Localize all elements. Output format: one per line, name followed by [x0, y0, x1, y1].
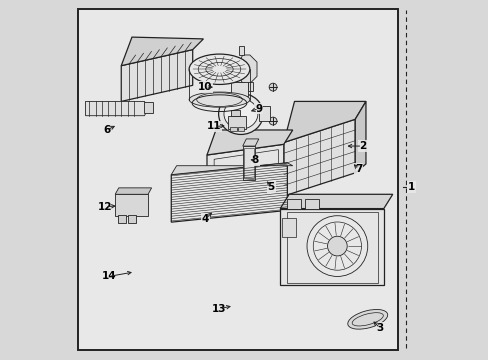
Bar	[286, 199, 300, 209]
Ellipse shape	[189, 92, 249, 107]
Polygon shape	[214, 150, 278, 202]
Text: 2: 2	[358, 141, 365, 151]
Bar	[239, 82, 244, 91]
Text: 7: 7	[354, 164, 362, 174]
Bar	[258, 106, 269, 121]
Bar	[247, 82, 253, 91]
Bar	[230, 82, 247, 96]
Bar	[244, 148, 253, 178]
Polygon shape	[283, 102, 365, 143]
Polygon shape	[171, 163, 292, 175]
Bar	[78, 9, 397, 350]
Ellipse shape	[306, 216, 367, 276]
Polygon shape	[235, 55, 257, 84]
Text: 10: 10	[198, 82, 212, 92]
Bar	[239, 46, 244, 55]
Bar	[143, 102, 152, 113]
Bar	[230, 110, 240, 116]
Polygon shape	[206, 144, 283, 205]
Ellipse shape	[347, 310, 387, 329]
Polygon shape	[115, 188, 151, 194]
Bar	[128, 215, 136, 223]
Ellipse shape	[268, 83, 276, 91]
Ellipse shape	[224, 99, 257, 129]
Text: 8: 8	[251, 156, 258, 165]
Text: 14: 14	[101, 271, 116, 282]
Ellipse shape	[351, 313, 383, 326]
Ellipse shape	[327, 236, 346, 256]
Ellipse shape	[268, 117, 276, 125]
Bar	[304, 199, 318, 209]
Bar	[286, 212, 377, 283]
Bar	[230, 127, 236, 131]
Polygon shape	[206, 130, 292, 155]
Ellipse shape	[218, 93, 263, 134]
Bar	[282, 217, 296, 237]
Polygon shape	[115, 194, 148, 216]
Text: 4: 4	[201, 214, 208, 224]
Ellipse shape	[189, 54, 249, 85]
Text: 6: 6	[103, 125, 110, 135]
Text: 11: 11	[206, 121, 221, 131]
Text: 13: 13	[212, 303, 226, 314]
Bar	[237, 127, 244, 131]
Polygon shape	[121, 50, 192, 102]
Text: 9: 9	[255, 104, 262, 113]
Bar	[228, 116, 245, 129]
Text: 3: 3	[376, 323, 383, 333]
Polygon shape	[121, 37, 203, 66]
Text: 12: 12	[98, 202, 112, 212]
Polygon shape	[354, 102, 365, 173]
Bar	[118, 215, 125, 223]
Polygon shape	[85, 102, 148, 116]
Polygon shape	[283, 119, 354, 196]
Polygon shape	[242, 139, 258, 146]
Polygon shape	[171, 163, 287, 222]
Polygon shape	[242, 146, 255, 180]
Text: 1: 1	[407, 182, 414, 192]
Polygon shape	[280, 208, 383, 285]
Text: 5: 5	[267, 182, 274, 192]
Polygon shape	[280, 194, 392, 208]
